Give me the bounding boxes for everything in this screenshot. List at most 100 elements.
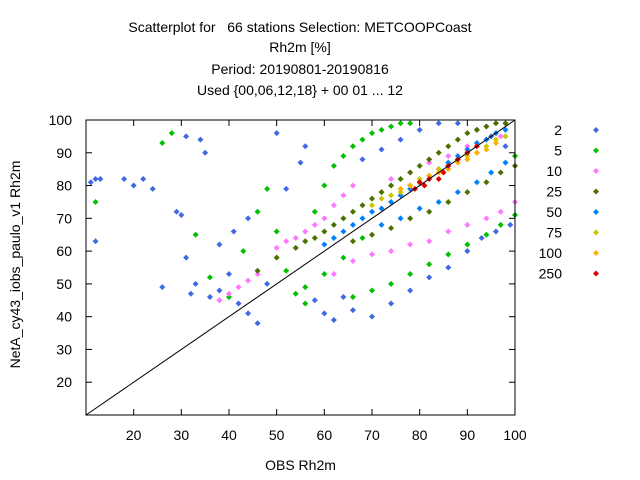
scatter-point-s2-1 <box>226 290 232 297</box>
scatter-point-s3-11 <box>378 189 385 196</box>
scatter-point-s3-15 <box>416 162 423 169</box>
scatter-point-s3-16 <box>426 156 433 163</box>
scatter-point-s1-7 <box>254 208 261 215</box>
y-tick-label-3: 50 <box>56 276 72 292</box>
scatter-point-s0-27 <box>302 143 309 150</box>
scatter-point-s5-0 <box>369 202 375 209</box>
scatter-point-s3-23 <box>492 120 499 127</box>
scatter-point-s0-7 <box>149 185 156 192</box>
x-tick-label-5: 70 <box>364 427 380 443</box>
scatter-point-s1-27 <box>407 271 414 278</box>
scatter-point-s1-0 <box>92 198 99 205</box>
scatter-point-s7-1 <box>416 179 423 186</box>
legend-label-3: 25 <box>546 184 562 200</box>
scatter-point-s3-28 <box>407 215 414 222</box>
scatter-point-s0-3 <box>97 176 104 182</box>
scatter-point-s1-30 <box>464 241 471 248</box>
scatter-point-s0-4 <box>121 176 128 182</box>
scatter-point-s4-27 <box>502 159 509 166</box>
x-tick-label-3: 50 <box>269 427 285 443</box>
diagonal-line <box>85 119 516 416</box>
scatter-point-s2-7 <box>292 235 299 241</box>
scatter-point-s2-10 <box>321 215 328 222</box>
legend-label-7: 250 <box>539 266 563 282</box>
scatter-point-s3-6 <box>330 221 337 228</box>
scatter-point-s4-26 <box>488 169 495 176</box>
scatter-point-s2-15 <box>349 257 356 264</box>
scatter-point-s1-10 <box>283 267 290 274</box>
scatter-point-s2-5 <box>273 244 280 251</box>
scatter-point-s0-36 <box>426 274 433 281</box>
title-line-1: Scatterplot for 66 stations Selection: M… <box>128 19 472 35</box>
scatter-point-s2-4 <box>254 271 261 278</box>
scatter-point-s3-27 <box>388 225 395 232</box>
scatter-point-s0-24 <box>273 130 280 137</box>
scatter-point-s3-30 <box>445 198 452 205</box>
scatter-point-s1-8 <box>264 185 271 192</box>
scatter-point-s3-29 <box>426 208 433 215</box>
legend-marker-3 <box>593 188 599 195</box>
scatter-point-s0-21 <box>245 310 252 317</box>
scatter-point-s1-24 <box>349 294 356 300</box>
scatter-point-s0-49 <box>435 120 442 127</box>
scatter-point-s7-2 <box>421 182 428 189</box>
y-tick-label-2: 40 <box>56 309 72 325</box>
scatter-point-s0-9 <box>173 208 180 215</box>
scatter-point-s1-13 <box>311 208 318 215</box>
legend-marker-2 <box>593 168 599 174</box>
scatter-point-s3-0 <box>254 267 261 274</box>
y-tick-label-1: 30 <box>56 341 72 357</box>
scatter-point-s2-13 <box>349 182 356 189</box>
scatter-point-s0-15 <box>197 136 204 143</box>
scatter-point-s1-21 <box>388 123 395 130</box>
scatter-point-s0-10 <box>178 212 185 219</box>
scatter-point-s0-5 <box>130 182 137 189</box>
scatter-point-s4-22 <box>416 205 423 212</box>
scatter-point-s0-30 <box>330 316 337 323</box>
scatter-point-s1-16 <box>340 153 347 160</box>
x-axis-title: OBS Rh2m <box>265 457 336 473</box>
x-tick-label-6: 80 <box>412 427 428 443</box>
scatter-point-s3-5 <box>321 228 328 235</box>
scatter-point-s5-3 <box>397 189 404 196</box>
scatter-point-s4-8 <box>397 192 404 199</box>
scatter-point-s1-29 <box>445 251 452 258</box>
scatter-point-s5-2 <box>388 192 395 199</box>
scatter-point-s6-7 <box>464 156 471 163</box>
scatter-point-s2-17 <box>388 248 395 255</box>
scatter-point-s0-51 <box>397 136 404 143</box>
scatter-point-s3-14 <box>407 169 414 176</box>
scatter-point-s2-27 <box>426 159 433 166</box>
scatter-point-s1-15 <box>330 162 337 169</box>
scatter-point-s6-6 <box>454 159 461 166</box>
scatter-point-s4-0 <box>321 241 328 248</box>
scatter-point-s2-3 <box>245 277 252 284</box>
legend-marker-6 <box>593 250 599 256</box>
scatter-point-s0-34 <box>388 300 395 307</box>
scatter-point-s4-21 <box>397 215 404 222</box>
y-tick-label-8: 100 <box>49 112 73 128</box>
scatter-point-s6-1 <box>407 182 414 189</box>
scatter-point-s0-29 <box>321 310 328 317</box>
scatter-point-s0-13 <box>187 290 194 297</box>
scatter-point-s0-25 <box>283 185 290 192</box>
scatter-point-s6-10 <box>492 139 499 146</box>
scatter-point-s0-48 <box>454 120 461 127</box>
scatter-point-s3-1 <box>273 254 280 261</box>
scatter-point-s4-2 <box>340 228 347 235</box>
x-tick-label-1: 30 <box>174 427 190 443</box>
scatter-point-s3-3 <box>302 238 309 245</box>
scatter-point-s3-4 <box>311 235 318 241</box>
scatter-point-s5-14 <box>502 133 509 140</box>
scatter-point-s1-12 <box>302 300 309 307</box>
legend-label-1: 5 <box>554 143 562 159</box>
scatter-point-s1-32 <box>497 221 504 228</box>
scatter-point-s6-3 <box>426 172 433 179</box>
legend-marker-4 <box>593 209 599 215</box>
scatter-point-s1-9 <box>273 228 280 235</box>
y-tick-label-6: 80 <box>56 178 72 194</box>
scatter-point-s3-10 <box>369 195 375 202</box>
scatter-point-s0-12 <box>183 133 190 140</box>
